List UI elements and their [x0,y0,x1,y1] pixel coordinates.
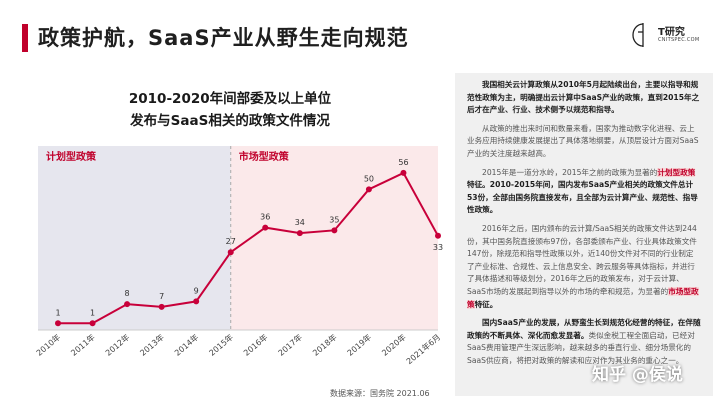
x-tick-label: 2011年 [69,332,97,358]
x-tick-label: 2017年 [276,332,304,358]
line-chart: 计划型政策 市场型政策 1 2010年 1 2011年 8 2012年 7 2013年 9 2014年… [18,140,448,380]
data-point [296,230,303,237]
title-accent-bar [22,24,28,52]
data-point [262,224,269,231]
region-background [230,146,438,330]
data-point [55,320,61,327]
data-label: 50 [364,174,374,183]
logo-mark-icon [632,23,644,47]
x-tick-label: 2021年6月 [404,332,442,366]
data-source: 数据来源：国务院 2021.06 [330,389,430,398]
x-tick-label: 2016年 [241,332,269,358]
x-tick-label: 2018年 [310,332,338,358]
data-point [400,169,407,176]
chart-canvas: 计划型政策 市场型政策 1 2010年 1 2011年 8 2012年 7 2013年 9 2014年… [34,146,443,366]
panel-text: 特征。2010-2015年间，国内发布SaaS产业相关的政策文件总计53份，全部… [467,180,698,215]
data-label: 9 [194,286,199,295]
x-tick-label: 2012年 [103,332,131,358]
data-point [227,249,234,256]
data-label: 33 [433,243,443,252]
panel-text: 2015年是一道分水岭，2015年之前的政策为显著的 [482,167,658,177]
x-tick-label: 2019年 [345,332,373,358]
region-label: 计划型政策 [46,150,97,163]
brand-logo: T研究 CNITSPEC.COM [624,18,704,54]
data-label: 36 [260,213,270,222]
data-label: 35 [329,215,339,224]
chart-title-line1: 2010-2020年间部委及以上单位 [128,91,332,107]
panel-paragraph-conclusion: 国内SaaS产业的发展，从野蛮生长到规范化经营的特征，在伴随政策的不断具体、深化… [467,317,701,367]
data-label: 1 [90,308,95,317]
region-background [38,146,231,330]
data-label: 56 [398,158,408,167]
data-point [89,320,96,327]
x-tick-label: 2015年 [207,332,235,358]
data-label: 34 [295,218,305,227]
panel-text: 类似金税工程全面启动，已经对SaaS费用管理产生深远影响，越来越多的垂直行业、细… [467,330,695,365]
panel-text: 特征。 [474,299,498,309]
data-point [435,232,441,239]
series-line [58,171,439,325]
data-point [158,303,165,310]
data-label: 8 [125,289,130,298]
data-label: 7 [159,292,164,301]
region-label: 市场型政策 [239,150,290,163]
data-point [331,227,338,234]
x-tick-label: 2020年 [380,332,408,358]
watermark: 知乎 @侯说 [592,365,683,385]
x-tick-label: 2014年 [172,332,200,358]
panel-paragraph-2015: 2015年是一道分水岭，2015年之前的政策为显著的计划型政策特征。2010-2… [467,167,701,217]
panel-text: 2016年之后，国内颁布的云计算/SaaS相关的政策文件达到244份，其中国务院… [467,223,697,296]
panel-paragraph-2016: 2016年之后，国内颁布的云计算/SaaS相关的政策文件达到244份，其中国务院… [467,223,701,311]
data-label: 27 [226,237,236,246]
data-point [124,301,131,308]
panel-paragraph-trend: 从政策的推出来时间和数量来看，国家为推动数字化进程、云上业务应用持续健康发展提出… [467,123,699,158]
logo-name: T研究 [658,27,685,38]
data-point [365,186,372,193]
panel-paragraph-intro: 我国相关云计算政策从2010年5月起陆续出台，主要以指导和规范性政策为主，明确提… [467,80,700,115]
chart-title: 2010-2020年间部委及以上单位 发布与SaaS相关的政策文件情况 [18,88,442,132]
text-panel: 我国相关云计算政策从2010年5月起陆续出台，主要以指导和规范性政策为主，明确提… [455,73,713,396]
plan-policy-highlight: 计划型政策 [657,167,696,177]
logo-subtitle: CNITSPEC.COM [658,37,700,43]
chart-title-line2: 发布与SaaS相关的政策文件情况 [130,113,330,129]
data-label: 1 [55,308,60,317]
x-tick-label: 2013年 [138,332,166,358]
panel-text: 国内SaaS产业的发展，从野蛮生长到规范化经营的特征，在伴随政策的不断具体、深化… [467,318,701,340]
x-tick-label: 2010年 [34,332,62,358]
page-title: 政策护航，SaaS产业从野生走向规范 [38,26,409,50]
data-point [193,298,200,305]
